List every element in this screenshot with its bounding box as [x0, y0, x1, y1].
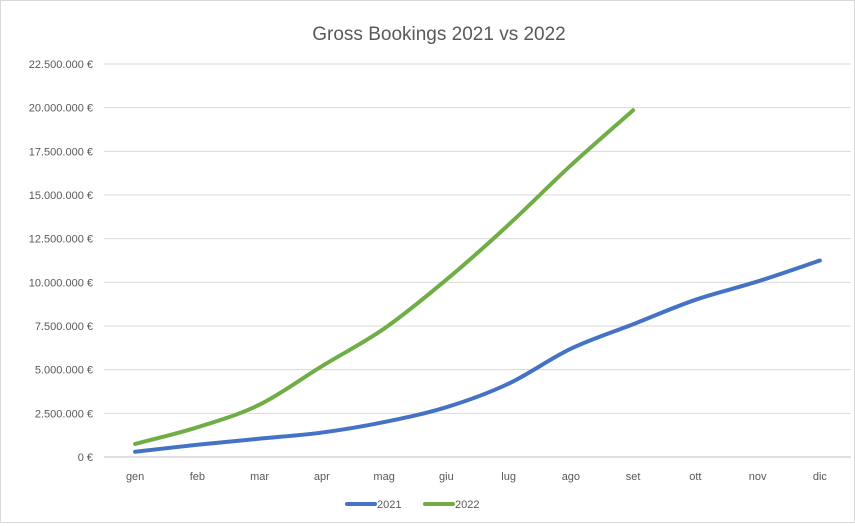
- x-tick-label: mar: [250, 471, 269, 483]
- x-tick-label: mag: [373, 471, 394, 483]
- x-tick-label: apr: [314, 471, 330, 483]
- series-layer: [133, 108, 822, 454]
- y-tick-label: 5.000.000 €: [35, 365, 93, 377]
- legend-label-2021: 2021: [377, 499, 401, 511]
- legend-label-2022: 2022: [455, 499, 479, 511]
- x-tick-label: nov: [749, 471, 767, 483]
- x-tick-label: dic: [813, 471, 828, 483]
- x-axis: gen feb mar apr mag giu lug ago set ott nov dic: [126, 471, 827, 483]
- x-tick-label: lug: [501, 471, 516, 483]
- x-tick-label: ott: [689, 471, 701, 483]
- chart-title: Gross Bookings 2021 vs 2022: [312, 24, 566, 45]
- y-tick-label: 12.500.000 €: [29, 234, 93, 246]
- legend: 2021 2022: [345, 499, 479, 511]
- grid-layer: [104, 63, 851, 458]
- x-tick-label: gen: [126, 471, 144, 483]
- y-tick-label: 2.500.000 €: [35, 408, 93, 420]
- y-tick-label: 20.000.000 €: [29, 103, 93, 115]
- y-tick-label: 22.500.000 €: [29, 59, 93, 71]
- y-tick-label: 17.500.000 €: [29, 146, 93, 158]
- y-tick-label: 15.000.000 €: [29, 190, 93, 202]
- x-tick-label: feb: [190, 471, 205, 483]
- y-tick-label: 7.500.000 €: [35, 321, 93, 333]
- y-axis: 0 € 2.500.000 € 5.000.000 € 7.500.000 € 10.0…: [29, 59, 93, 464]
- series-line-2022: [133, 108, 636, 446]
- y-tick-label: 0 €: [78, 452, 93, 464]
- x-tick-label: ago: [562, 471, 580, 483]
- x-tick-label: set: [626, 471, 641, 483]
- series-line-2021: [133, 258, 822, 454]
- x-tick-label: giu: [439, 471, 454, 483]
- y-tick-label: 10.000.000 €: [29, 277, 93, 289]
